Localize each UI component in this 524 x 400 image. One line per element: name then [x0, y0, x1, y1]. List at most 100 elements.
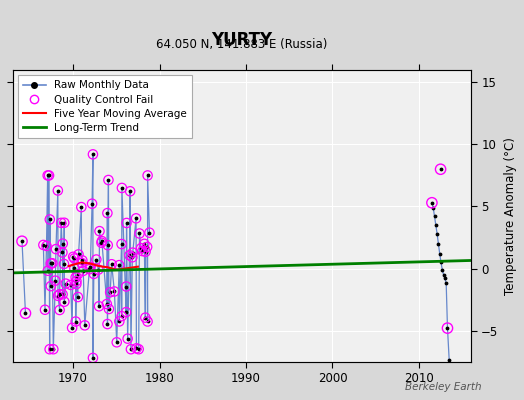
Point [39, 242, 48, 248]
Point [123, 220, 131, 226]
Point [428, 200, 436, 206]
Point [140, 241, 148, 247]
Point [60, 298, 69, 305]
Point [144, 318, 152, 325]
Point [21, 310, 30, 316]
Point [72, 281, 81, 287]
Point [74, 294, 82, 300]
Point [57, 220, 66, 226]
Point [126, 188, 134, 194]
Point [71, 318, 80, 325]
Point [132, 345, 140, 352]
Point [125, 252, 134, 258]
Point [113, 339, 121, 346]
Point [97, 240, 106, 246]
Point [104, 242, 112, 248]
Point [78, 260, 86, 266]
Point [107, 261, 116, 268]
Point [47, 283, 55, 289]
Point [79, 268, 88, 274]
Point [103, 301, 111, 307]
Point [128, 249, 137, 256]
Point [71, 274, 80, 280]
Point [68, 325, 77, 331]
Point [61, 280, 70, 287]
Point [94, 266, 103, 273]
Point [45, 172, 53, 179]
Point [135, 230, 144, 237]
Point [103, 210, 112, 216]
Point [117, 241, 126, 247]
Point [443, 325, 452, 331]
Point [47, 260, 55, 267]
Point [56, 307, 64, 313]
Point [145, 230, 154, 236]
Point [104, 177, 113, 183]
Point [90, 271, 98, 277]
Point [53, 187, 62, 194]
Point [46, 216, 54, 223]
Y-axis label: Temperature Anomaly (°C): Temperature Anomaly (°C) [504, 137, 517, 295]
Point [137, 245, 145, 251]
Point [86, 264, 94, 270]
Point [103, 321, 112, 327]
Point [74, 251, 83, 258]
Point [141, 314, 149, 321]
Point [43, 172, 52, 179]
Point [81, 322, 89, 328]
Point [56, 291, 64, 298]
Point [95, 303, 103, 310]
Point [115, 262, 123, 268]
Point [43, 268, 52, 274]
Point [138, 248, 147, 254]
Point [118, 185, 126, 191]
Point [128, 254, 137, 260]
Point [436, 166, 445, 172]
Point [72, 278, 81, 284]
Point [122, 309, 130, 315]
Point [105, 306, 113, 312]
Point [49, 346, 58, 352]
Point [58, 291, 67, 298]
Point [135, 346, 143, 352]
Point [117, 313, 126, 319]
Point [89, 151, 97, 158]
Point [132, 215, 140, 222]
Point [92, 256, 101, 263]
Point [106, 289, 114, 296]
Point [54, 293, 62, 299]
Point [115, 318, 124, 325]
Point [110, 288, 118, 295]
Point [122, 283, 130, 290]
Point [18, 238, 26, 244]
Point [58, 249, 67, 256]
Point [97, 238, 106, 244]
Point [46, 346, 54, 352]
Title: YURTY: YURTY [211, 31, 272, 49]
Point [60, 220, 69, 226]
Point [42, 243, 51, 249]
Point [70, 255, 79, 262]
Point [85, 266, 94, 272]
Point [67, 282, 75, 288]
Point [127, 346, 135, 352]
Text: Berkeley Earth: Berkeley Earth [406, 382, 482, 392]
Point [48, 260, 57, 266]
Legend: Raw Monthly Data, Quality Control Fail, Five Year Moving Average, Long-Term Tren: Raw Monthly Data, Quality Control Fail, … [18, 75, 192, 138]
Point [77, 204, 85, 210]
Point [141, 248, 150, 255]
Point [78, 257, 86, 264]
Point [144, 172, 152, 179]
Point [88, 200, 96, 207]
Point [59, 240, 67, 247]
Point [52, 246, 60, 252]
Point [95, 228, 104, 234]
Point [70, 265, 79, 272]
Point [89, 355, 97, 361]
Point [69, 254, 78, 260]
Point [60, 261, 68, 267]
Point [74, 271, 82, 278]
Text: 64.050 N, 141.883 E (Russia): 64.050 N, 141.883 E (Russia) [156, 38, 328, 51]
Point [143, 244, 151, 250]
Point [41, 306, 49, 313]
